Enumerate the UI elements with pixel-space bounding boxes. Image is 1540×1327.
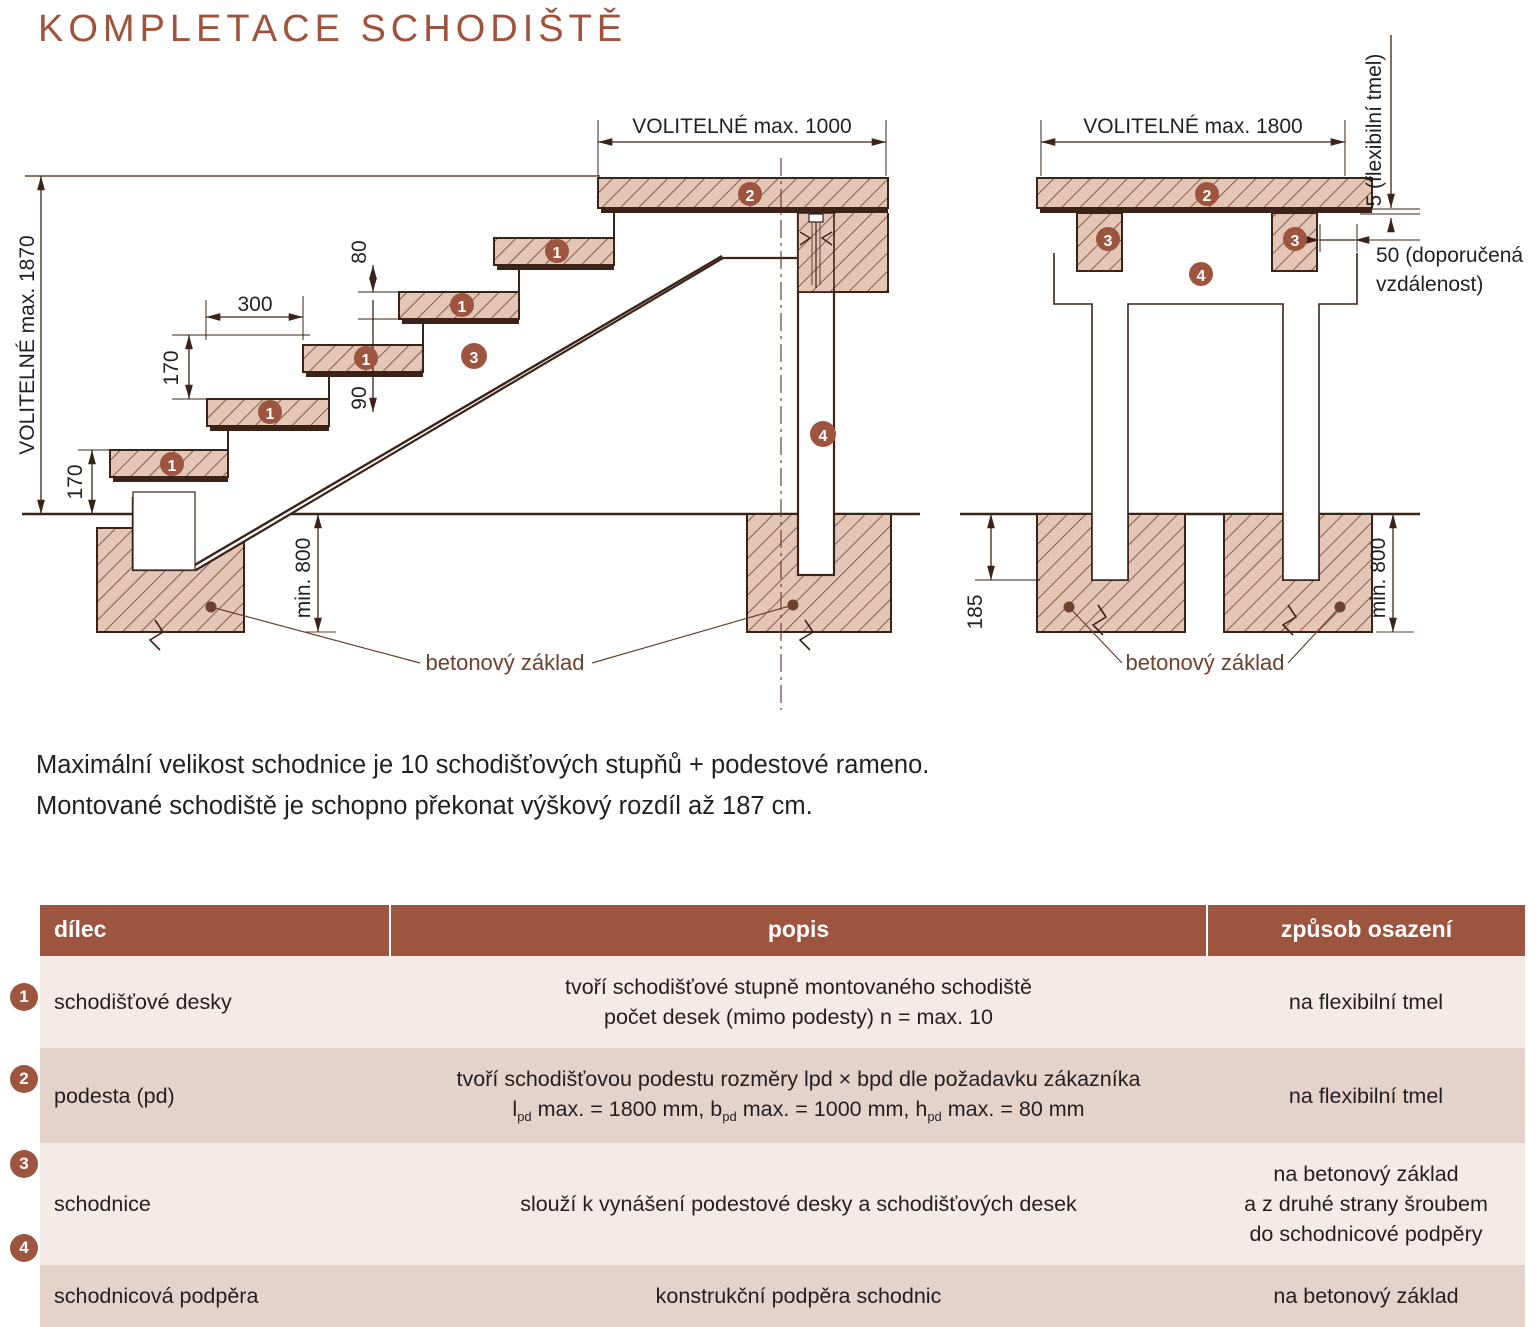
svg-text:3: 3 [1291,233,1300,250]
row-desc: tvoří schodišťové stupně montovaného sch… [390,956,1207,1048]
callout-1e: 1 [545,239,569,263]
table-row: schodišťové desky tvoří schodišťové stup… [40,956,1525,1048]
row-name: podesta (pd) [40,1048,390,1143]
header-dilec: dílec [40,905,391,956]
dim-landing-width-right: VOLITELNÉ max. 1800 [1083,115,1302,138]
table-row: podesta (pd) tvoří schodišťovou podestu … [40,1048,1525,1143]
row-badge-2: 2 [10,1065,38,1093]
svg-text:1: 1 [458,299,467,316]
spec-table: dílec popis způsob osazení schodišťové d… [40,905,1525,1327]
row-desc-line1: tvoří schodišťovou podestu rozměry lpd ×… [456,1067,1141,1091]
row-mount-line3: do schodnicové podpěry [1249,1222,1483,1246]
callout-1d: 1 [450,293,474,317]
row-desc: slouží k vynášení podestové desky a scho… [390,1143,1207,1265]
row-mount-line1: na flexibilní tmel [1288,990,1444,1014]
callout-2-left: 2 [738,182,762,206]
callout-3-right-b: 3 [1283,227,1307,251]
callout-2-right: 2 [1195,182,1219,206]
spec-table-wrapper: dílec popis způsob osazení schodišťové d… [0,905,1540,1327]
row-desc-line1: slouží k vynášení podestové desky a scho… [520,1192,1077,1216]
row-mount-line1: na betonový základ [1273,1162,1459,1186]
dim-riser-lower: 170 [64,464,87,499]
table-row: schodnicová podpěra konstrukční podpěra … [40,1265,1525,1327]
dim-step-gap: 90 [348,386,371,409]
row-name: schodnice [40,1143,390,1265]
callout-1b: 1 [258,400,282,424]
callout-1c: 1 [354,346,378,370]
row-desc-line1: konstrukční podpěra schodnic [655,1284,942,1308]
table-header-row: dílec popis způsob osazení [40,905,1525,956]
dim-foundation-depth-left: min. 800 [292,538,315,619]
label-foundation-right: betonový základ [1126,650,1285,675]
dim-185: 185 [964,594,987,629]
row-mount: na flexibilní tmel [1207,956,1525,1048]
row-desc-line2: počet desek (mimo podesty) n = max. 10 [604,1005,993,1029]
body-text: Maximální velikost schodnice je 10 schod… [36,745,1136,827]
callout-3-left: 3 [461,343,487,369]
dim-plate-thickness: 80 [348,240,371,263]
row-mount: na betonový základ [1207,1265,1525,1327]
dim-adhesive: 5 (flexibilní tmel) [1363,54,1386,207]
dim-tread: 300 [237,293,272,316]
label-foundation-left: betonový základ [426,650,585,675]
row-name: schodnicová podpěra [40,1265,390,1327]
callout-4-right: 4 [1189,262,1213,286]
row-badge-4: 4 [10,1234,38,1262]
svg-text:1: 1 [553,245,562,262]
dim-landing-width-left: VOLITELNÉ max. 1000 [632,115,851,138]
page-title: KOMPLETACE SCHODIŠTĚ [38,8,628,50]
header-zpusob-osazeni: způsob osazení [1207,905,1525,956]
callout-3-right-a: 3 [1096,227,1120,251]
svg-text:1: 1 [266,406,275,423]
body-text-line-2: Montované schodiště je schopno překonat … [36,792,813,820]
svg-text:1: 1 [168,458,177,475]
svg-text:4: 4 [1197,268,1206,285]
row-mount-line1: na flexibilní tmel [1288,1083,1444,1108]
technical-drawing: VOLITELNÉ max. 1870 170 170 300 80 90 mi… [16,35,1523,710]
dim-distance-line1: 50 (doporučená [1376,244,1523,267]
row-mount: na betonový základ a z druhé strany šrou… [1207,1143,1525,1265]
row-name: schodišťové desky [40,956,390,1048]
row-desc: konstrukční podpěra schodnic [390,1265,1207,1327]
callout-4-left: 4 [810,421,836,447]
row-badge-1: 1 [10,983,38,1011]
svg-text:1: 1 [362,352,371,369]
svg-text:3: 3 [470,350,479,367]
svg-text:2: 2 [1203,188,1212,205]
body-text-line-1: Maximální velikost schodnice je 10 schod… [36,751,930,779]
row-mount-line2: a z druhé strany šroubem [1244,1192,1488,1216]
dim-foundation-depth-right: min. 800 [1367,538,1390,619]
svg-text:4: 4 [819,428,828,445]
dim-distance-line2: vzdálenost) [1376,273,1483,296]
row-mount: na flexibilní tmel [1207,1048,1525,1143]
dim-total-height: VOLITELNÉ max. 1870 [16,235,39,454]
row-desc-line2: lpd max. = 1800 mm, bpd max. = 1000 mm, … [512,1097,1085,1124]
header-popis: popis [390,905,1208,956]
row-badge-3: 3 [10,1150,38,1178]
svg-text:3: 3 [1104,233,1113,250]
svg-text:2: 2 [746,188,755,205]
dim-riser-upper: 170 [160,350,183,385]
table-row: schodnice slouží k vynášení podestové de… [40,1143,1525,1265]
row-desc: tvoří schodišťovou podestu rozměry lpd ×… [390,1048,1207,1143]
callout-1a: 1 [160,452,184,476]
row-mount-line1: na betonový základ [1273,1284,1459,1308]
row-desc-line1: tvoří schodišťové stupně montovaného sch… [564,975,1032,999]
